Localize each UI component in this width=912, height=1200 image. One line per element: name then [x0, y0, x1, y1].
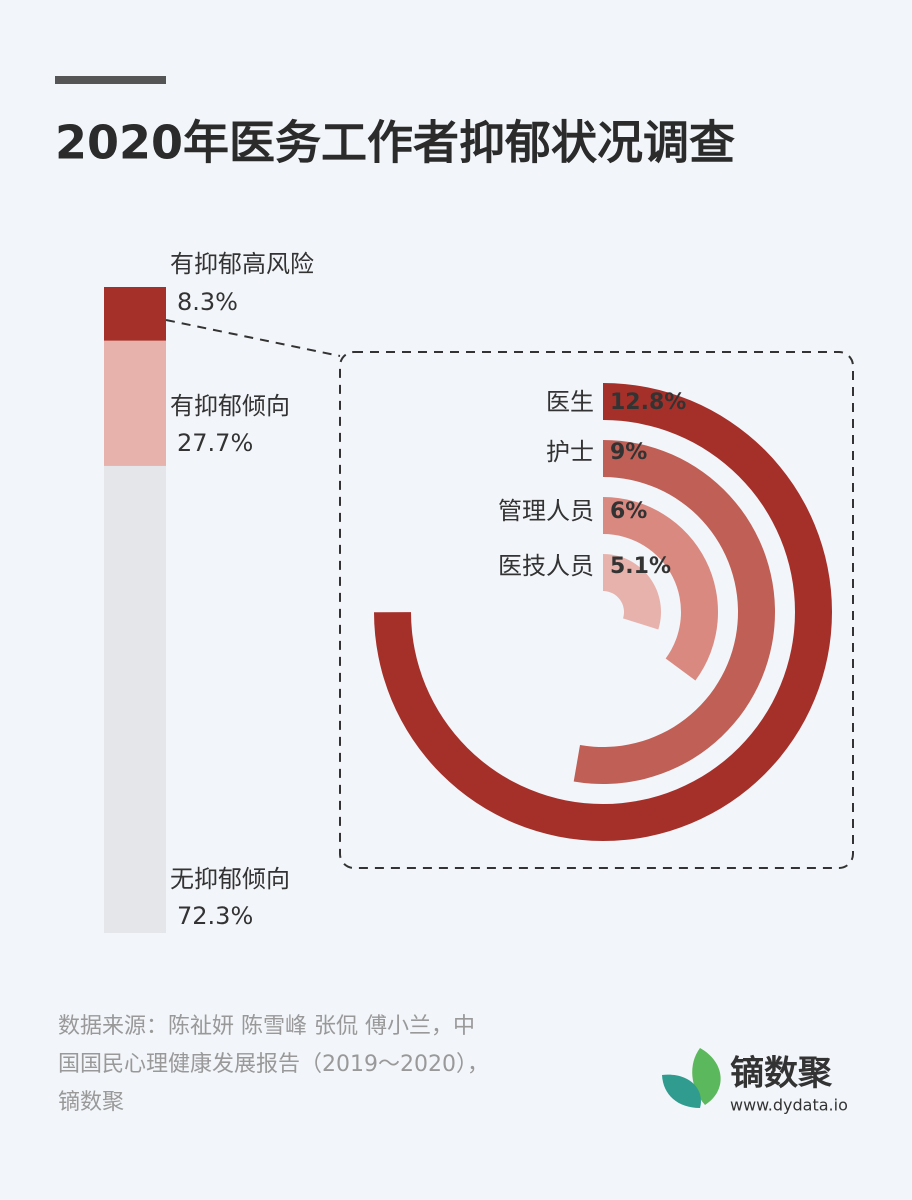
category-label: 护士: [546, 438, 594, 466]
value-label: 6%: [610, 499, 647, 524]
logo-url: www.dydata.io: [730, 1096, 848, 1115]
segment-label: 有抑郁高风险: [170, 250, 314, 278]
value-label: 72.3%: [177, 902, 253, 930]
title: 2020年医务工作者抑郁状况调查: [55, 116, 735, 170]
radial-bar: [603, 554, 661, 630]
value-label: 27.7%: [177, 429, 253, 457]
zoom-connector: [165, 319, 341, 357]
logo-icon: [662, 1048, 721, 1108]
category-label: 医生: [546, 388, 594, 416]
radial-bar: [603, 497, 719, 681]
segment-label: 有抑郁倾向: [170, 392, 290, 420]
zoom-box: [339, 351, 854, 869]
source-line: 镝数聚: [58, 1090, 124, 1115]
bar-segment: [104, 287, 166, 341]
source-line: 国国民心理健康发展报告（2019～2020），: [58, 1052, 489, 1077]
value-label: 12.8%: [610, 390, 686, 415]
source-line: 数据来源：陈祉妍 陈雪峰 张侃 傅小兰，中: [58, 1014, 475, 1039]
category-label: 管理人员: [498, 497, 594, 525]
category-label: 医技人员: [498, 552, 594, 580]
logo-name: 镝数聚: [730, 1054, 833, 1094]
value-label: 9%: [610, 440, 647, 465]
radial-bar: [573, 440, 775, 784]
bar-segment: [104, 465, 166, 933]
value-label: 8.3%: [177, 288, 238, 316]
title-accent: [55, 76, 166, 84]
segment-label: 无抑郁倾向: [170, 865, 290, 893]
value-label: 5.1%: [610, 554, 671, 579]
